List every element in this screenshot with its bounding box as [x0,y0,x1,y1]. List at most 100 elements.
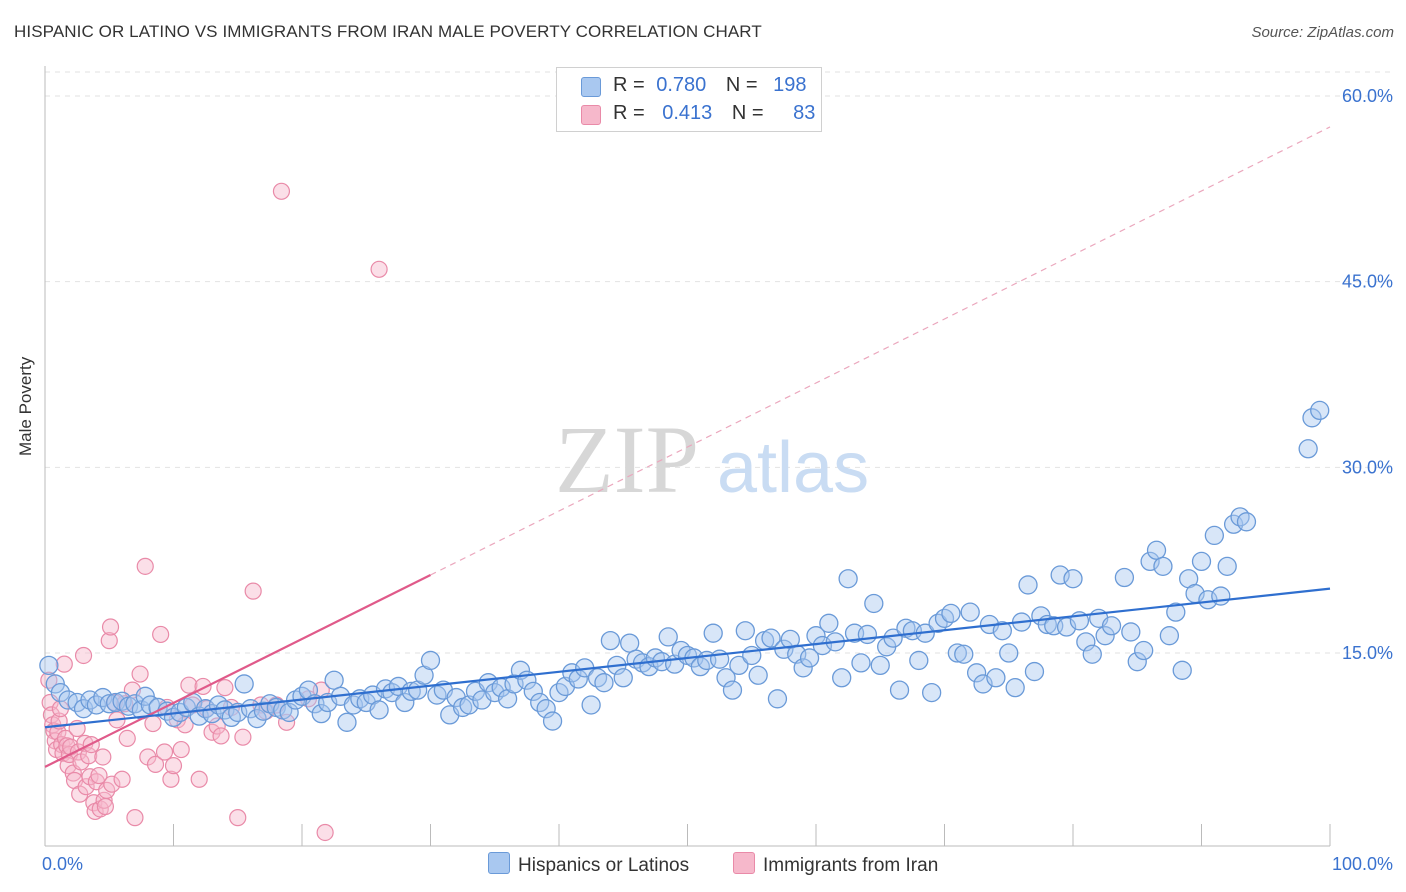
bottom-legend-label-iran: Immigrants from Iran [763,855,939,876]
bottom-legend-swatch-iran [733,852,755,874]
y-tick-label: 30.0% [1342,457,1393,477]
hispanic-point [883,628,903,648]
hispanic-point [838,569,858,589]
hispanic-point [1082,644,1102,664]
hispanic-point [369,700,389,720]
watermark-zip: ZIP [555,406,699,513]
iran-point [216,679,234,697]
hispanic-point [761,628,781,648]
iran-point [229,809,247,827]
iran-point [316,823,334,842]
legend-n-value: 198 [773,74,807,96]
legend-r-label: R = [613,102,645,124]
hispanic-point [1127,652,1147,672]
trend-lines [44,126,1331,768]
axes [44,66,1331,847]
iran-points [40,182,388,842]
legend-swatch-iran [581,105,601,125]
hispanic-point [1159,626,1180,646]
hispanic-point [279,702,299,723]
iran-point [190,770,208,788]
hispanic-point [613,668,633,688]
hispanic-point [947,643,967,663]
iran-point [152,625,170,644]
iran-point [155,743,174,761]
hispanic-point [889,680,910,700]
hispanic-point [992,621,1012,641]
hispanic-point [1166,602,1186,622]
hispanic-point [941,603,961,624]
hispanic-point [742,645,762,666]
x-tick-label: 0.0% [42,854,83,874]
hispanic-point [581,695,601,715]
hispanic-point [767,689,788,709]
iran-point [103,775,121,793]
hispanic-point [600,630,621,651]
hispanic-point [39,655,59,676]
watermark-atlas: atlas [717,428,869,508]
hispanic-point [311,704,331,724]
iran-point [74,646,93,665]
iran-point [118,729,136,748]
hispanic-point [1236,512,1257,532]
iran-point [40,671,58,689]
hispanic-point [536,699,556,719]
iran-point [80,747,98,765]
legend-r-value: 0.413 [662,102,713,124]
hispanic-point [1146,540,1167,560]
hispanic-point [1121,622,1141,642]
y-axis-label: Male Poverty [16,356,35,456]
iran-point [131,665,149,683]
iran-point [95,791,113,809]
iran-point [94,748,112,766]
iran-point [100,632,118,650]
hispanic-point [247,708,267,729]
hispanic-point [1134,640,1154,661]
hispanic-point [909,650,929,671]
iran-point [180,676,198,694]
hispanic-point [966,663,987,683]
bottom-legend-hispanic: Hispanics or Latinos [488,852,689,877]
hispanic-point [1018,575,1038,595]
iran-point [212,727,230,745]
iran-point [144,714,162,733]
iran-point [101,618,120,636]
iran-point [162,770,180,788]
hispanic-point [716,668,736,688]
hispanic-point [420,650,441,671]
hispanic-point [1076,632,1096,652]
hispanic-point [960,602,980,622]
hispanic-point [1063,569,1083,589]
hispanic-point [658,627,678,647]
iran-trend-extension [430,126,1331,576]
watermark: ZIP atlas [555,406,869,513]
correlation-legend: R = 0.780 N = 198 R = 0.413 N = 83 [556,67,822,132]
iran-point [172,740,190,759]
iran-point [90,766,108,785]
hispanic-point [50,682,71,703]
hispanic-point [864,593,884,614]
iran-point [164,757,183,775]
hispanic-point [1211,586,1231,606]
iran-point [370,260,388,278]
hispanic-point [799,648,820,668]
y-tick-label: 60.0% [1342,86,1393,106]
hispanic-point [729,655,749,676]
hispanic-point [722,680,743,700]
hispanic-point [1191,551,1212,572]
x-tick-label: 100.0% [1332,854,1393,874]
hispanic-point [324,670,344,690]
hispanic-point [832,668,852,688]
bottom-legend-iran: Immigrants from Iran [733,852,938,877]
y-tick-label: 15.0% [1342,643,1393,663]
grid-lines [45,71,1392,654]
hispanic-point [1204,525,1224,546]
hispanic-point [1302,408,1322,428]
y-tick-label: 45.0% [1342,272,1393,292]
hispanic-trend-line [44,587,1331,729]
legend-r-value: 0.780 [656,74,707,96]
hispanic-point [620,633,640,653]
hispanic-point [735,621,755,641]
hispanic-point [1005,678,1025,698]
